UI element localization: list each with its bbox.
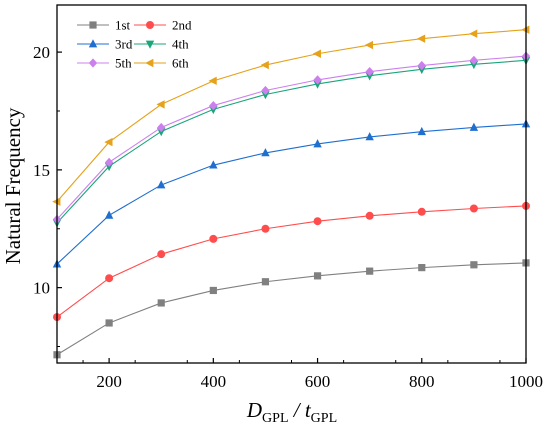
data-point-1st-600 (313, 272, 322, 280)
data-point-6th-600 (312, 49, 321, 58)
legend-item-3rd: 3rd (77, 37, 133, 52)
data-point-5th-600 (313, 75, 322, 85)
series-4th (52, 56, 531, 228)
legend-item-2nd: 2nd (134, 18, 192, 33)
data-point-5th-900 (469, 55, 479, 65)
data-point-5th-200 (104, 157, 114, 167)
y-axis-title: Natural Frequency (1, 107, 25, 264)
axis-ticks: 200 400 600 800 1000 10 15 20 (33, 43, 543, 391)
data-point-2nd-800 (417, 207, 426, 216)
data-point-6th-500 (260, 60, 269, 70)
data-point-4th-500 (261, 91, 270, 100)
data-point-3rd-300 (157, 180, 166, 189)
data-point-6th-800 (416, 34, 426, 43)
data-point-3rd-200 (104, 210, 114, 219)
data-point-5th-400 (209, 100, 218, 111)
legend-label: 3rd (115, 37, 133, 52)
x-axis-title: DGPL / tGPL (246, 398, 337, 426)
series-layer (52, 25, 531, 359)
legend-marker-3rd (88, 39, 98, 48)
data-point-5th-700 (365, 67, 374, 77)
x-axis-title-sub2: GPL (311, 411, 337, 426)
legend-label: 1st (115, 18, 131, 33)
data-point-3rd-600 (313, 139, 322, 148)
series-line-5th (56, 55, 527, 220)
data-point-1st-800 (418, 264, 426, 272)
data-point-6th-400 (208, 76, 217, 86)
legend-item-1st: 1st (77, 18, 131, 33)
legend-item-4th: 4th (134, 37, 189, 52)
data-point-6th-700 (364, 40, 374, 50)
data-point-5th-500 (261, 85, 270, 96)
x-tick-label-200: 200 (96, 372, 122, 391)
legend-label: 2nd (172, 18, 192, 33)
data-point-6th-900 (469, 29, 478, 38)
legend-marker-2nd (146, 21, 154, 29)
data-point-2nd-200 (105, 274, 114, 283)
data-point-5th-800 (417, 60, 426, 71)
x-tick-label-1000: 1000 (509, 372, 543, 391)
data-point-6th-300 (156, 100, 165, 109)
data-point-3rd-500 (261, 148, 270, 157)
x-tick-label-400: 400 (201, 372, 227, 391)
data-point-2nd-900 (469, 204, 478, 213)
data-point-3rd-400 (209, 160, 218, 169)
data-point-3rd-800 (417, 126, 426, 136)
y-tick-label-15: 15 (33, 161, 50, 180)
legend-marker-6th (145, 58, 154, 68)
data-point-6th-200 (104, 137, 113, 147)
series-1st (53, 259, 530, 359)
x-tick-label-600: 600 (305, 372, 331, 391)
series-2nd (53, 201, 530, 322)
data-point-1st-700 (366, 267, 374, 275)
data-point-2nd-700 (365, 211, 374, 220)
series-line-3rd (56, 123, 527, 265)
series-line-2nd (56, 205, 527, 318)
data-point-2nd-400 (209, 234, 218, 243)
data-point-4th-700 (365, 72, 374, 81)
legend-label: 4th (172, 37, 189, 52)
series-line-6th (56, 29, 527, 203)
data-point-2nd-600 (313, 217, 322, 226)
legend: 1st 2nd 3rd 4th 5th 6th (77, 18, 192, 71)
x-axis-title-main: D (246, 398, 262, 422)
data-point-6th-100 (52, 197, 61, 206)
data-point-5th-300 (157, 122, 166, 133)
series-5th (52, 51, 531, 224)
data-point-1st-900 (470, 261, 478, 269)
data-point-1st-200 (105, 319, 113, 327)
data-point-1st-400 (209, 286, 217, 295)
data-point-2nd-300 (157, 250, 166, 259)
x-tick-label-800: 800 (409, 372, 435, 391)
x-axis-title-sub1: GPL (262, 411, 288, 426)
x-axis-title-sep: / t (289, 398, 312, 422)
y-tick-label-10: 10 (33, 279, 50, 298)
series-3rd (52, 119, 531, 268)
data-point-6th-1000 (521, 25, 530, 34)
legend-label: 6th (172, 56, 189, 71)
data-point-3rd-900 (469, 122, 479, 131)
series-6th (52, 25, 530, 206)
legend-item-5th: 5th (77, 56, 132, 71)
legend-marker-1st (89, 21, 97, 29)
data-point-4th-600 (313, 80, 322, 89)
data-point-4th-300 (157, 128, 166, 137)
y-tick-label-20: 20 (33, 43, 50, 62)
series-line-4th (56, 59, 527, 224)
data-point-1st-500 (261, 278, 270, 286)
data-point-1st-300 (157, 299, 165, 307)
data-point-4th-900 (469, 60, 479, 70)
legend-marker-5th (88, 58, 98, 68)
legend-item-6th: 6th (134, 56, 189, 71)
series-line-1st (56, 262, 527, 356)
data-point-2nd-500 (261, 224, 270, 233)
legend-marker-4th (145, 40, 155, 49)
data-point-3rd-700 (365, 132, 374, 141)
legend-label: 5th (115, 56, 132, 71)
